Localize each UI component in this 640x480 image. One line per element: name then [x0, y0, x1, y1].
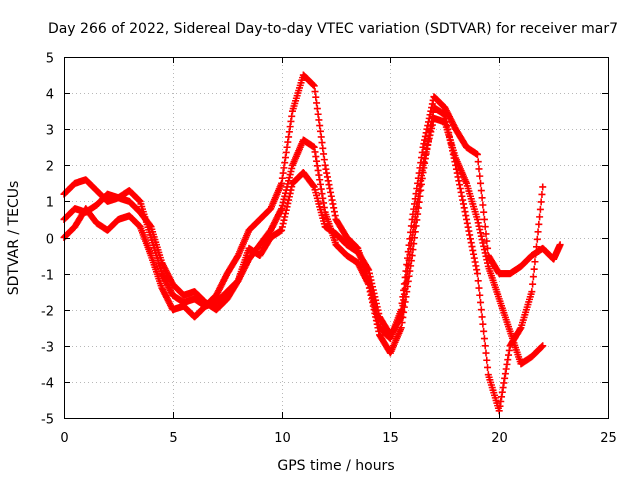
data-point	[556, 241, 564, 249]
y-tick-label: 5	[46, 52, 54, 67]
y-tick-label: -2	[41, 305, 54, 320]
data-point	[480, 215, 488, 223]
data-point	[478, 313, 486, 321]
data-point	[536, 205, 544, 213]
data-point	[535, 220, 543, 228]
x-tick-label: 25	[600, 431, 617, 446]
data-point	[480, 208, 488, 216]
data-point	[482, 230, 490, 238]
x-axis-label: GPS time / hours	[277, 458, 394, 474]
data-point	[474, 158, 482, 166]
data-point	[476, 291, 484, 299]
data-point	[536, 213, 544, 221]
y-tick-label: -5	[41, 413, 54, 428]
data-point	[539, 183, 547, 191]
y-axis-label: SDTVAR / TECUs	[6, 181, 22, 296]
y-tick-label: 1	[46, 196, 54, 211]
data-point	[477, 306, 485, 314]
data-point	[532, 250, 540, 258]
data-point	[477, 179, 485, 187]
data-point	[481, 223, 489, 231]
y-tick-label: 4	[46, 88, 54, 103]
data-point	[474, 277, 482, 285]
x-tick-label: 15	[382, 431, 399, 446]
data-point	[475, 284, 483, 292]
data-point	[480, 327, 488, 335]
x-tick-label: 20	[491, 431, 508, 446]
data-point	[484, 363, 492, 371]
y-tick-label: 0	[46, 233, 54, 248]
data-point	[476, 172, 484, 180]
x-tick-label: 5	[169, 431, 177, 446]
data-point	[533, 243, 541, 251]
data-point	[533, 235, 541, 243]
data-point	[483, 356, 491, 364]
y-tick-label: -1	[41, 269, 54, 284]
data-point	[477, 187, 485, 195]
data-point	[481, 342, 489, 350]
y-tick-label: 3	[46, 124, 54, 139]
data-point	[482, 349, 490, 357]
data-point	[477, 298, 485, 306]
y-tick-label: 2	[46, 160, 54, 175]
series-trace-3	[60, 114, 547, 368]
data-marks	[60, 71, 564, 415]
data-point	[479, 201, 487, 209]
data-point	[475, 165, 483, 173]
y-tick-label: -3	[41, 341, 54, 356]
data-point	[538, 190, 546, 198]
data-point	[529, 273, 537, 281]
y-tick-label: -4	[41, 377, 54, 392]
data-point	[530, 265, 538, 273]
data-point	[537, 198, 545, 206]
x-tick-label: 10	[274, 431, 291, 446]
data-point	[483, 237, 491, 245]
data-point	[480, 335, 488, 343]
data-point	[534, 228, 542, 236]
data-point	[529, 280, 537, 288]
chart-title: Day 266 of 2022, Sidereal Day-to-day VTE…	[48, 21, 618, 37]
data-point	[478, 194, 486, 202]
data-point	[473, 150, 481, 158]
data-point	[479, 320, 487, 328]
data-point	[473, 270, 481, 278]
axis-ticks: 0 5 10 15 20 25 -5 -4 -3 -2 -1 0 1 2 3 4 5	[41, 52, 617, 447]
data-point	[531, 258, 539, 266]
data-point	[539, 342, 547, 350]
data-point	[528, 288, 536, 296]
x-tick-label: 0	[60, 431, 68, 446]
